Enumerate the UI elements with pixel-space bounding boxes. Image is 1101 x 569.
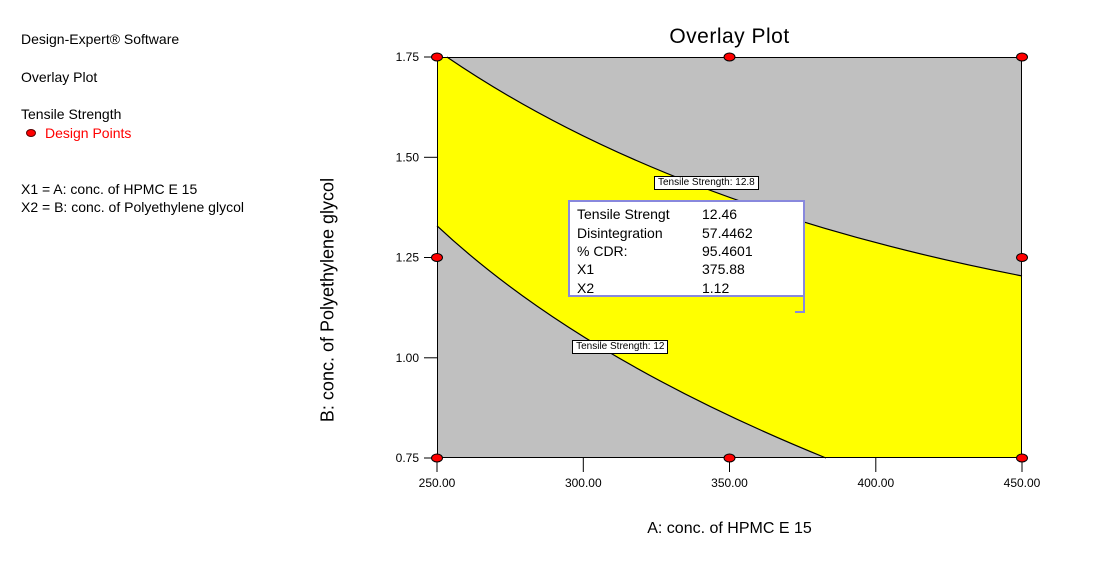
x-tick-label: 450.00 <box>1004 476 1041 490</box>
flag-pole <box>803 297 805 313</box>
prediction-value: 375.88 <box>702 261 745 278</box>
design-point <box>723 453 736 463</box>
legend-design-points-row: Design Points <box>21 125 131 141</box>
plot-area[interactable]: 1.75 1.50 1.25 1.00 0.75 250.00 300.00 350.00 40… <box>396 50 1041 490</box>
contour-flag-upper[interactable]: Tensile Strength: 12.8 <box>654 176 759 191</box>
legend-x1-assignment: X1 = A: conc. of HPMC E 15 <box>21 181 198 197</box>
flag-pole-foot <box>795 311 805 313</box>
prediction-row: Tensile Strengt 12.46 <box>577 205 803 223</box>
x-tick-label: 400.00 <box>857 476 894 490</box>
y-tick-label: 1.25 <box>396 251 420 265</box>
y-tick-label: 1.50 <box>396 150 420 164</box>
prediction-value: 95.4601 <box>702 242 753 259</box>
prediction-row: Disintegration 57.4462 <box>577 223 803 241</box>
prediction-value: 1.12 <box>702 279 730 296</box>
design-point <box>431 453 443 463</box>
design-point <box>1016 52 1028 62</box>
x-axis-title: A: conc. of HPMC E 15 <box>647 520 812 537</box>
prediction-row: X2 1.12 <box>577 279 803 296</box>
design-point <box>431 52 443 62</box>
contour-flag-lower[interactable]: Tensile Strength: 12 <box>572 340 669 355</box>
prediction-label: Tensile Strengt <box>577 206 670 223</box>
y-tick-label: 1.75 <box>396 50 420 64</box>
x-tick-label: 250.00 <box>419 476 456 490</box>
legend-response-name: Tensile Strength <box>21 106 122 122</box>
design-point <box>1016 453 1028 463</box>
app-title: Design-Expert® Software <box>21 31 180 47</box>
prediction-label: X1 <box>577 261 595 278</box>
x-tick-label: 300.00 <box>565 476 602 490</box>
y-tick-label: 1.00 <box>396 351 420 365</box>
prediction-label: X2 <box>577 279 595 296</box>
prediction-label: Disintegration <box>577 224 663 241</box>
design-points-label: Design Points <box>45 125 132 141</box>
design-point <box>1016 253 1028 262</box>
x-tick-label: 350.00 <box>711 476 748 490</box>
prediction-value: 57.4462 <box>702 224 753 241</box>
legend-x2-assignment: X2 = B: conc. of Polyethylene glycol <box>21 199 244 215</box>
y-tick-label: 0.75 <box>396 451 420 465</box>
legend-plot-type: Overlay Plot <box>21 69 98 85</box>
y-axis-title: B: conc. of Polyethylene glycol <box>317 177 338 423</box>
prediction-value: 12.46 <box>702 206 738 223</box>
design-point-legend-icon <box>26 129 36 137</box>
design-point <box>723 52 736 62</box>
prediction-flag-box[interactable]: Tensile Strengt 12.46 Disintegration 57.446… <box>568 200 805 297</box>
prediction-label: % CDR: <box>577 242 628 259</box>
design-point <box>431 253 443 262</box>
prediction-row: % CDR: 95.4601 <box>577 242 803 260</box>
prediction-row: X1 375.88 <box>577 260 803 278</box>
chart-title: Overlay Plot <box>669 25 790 48</box>
